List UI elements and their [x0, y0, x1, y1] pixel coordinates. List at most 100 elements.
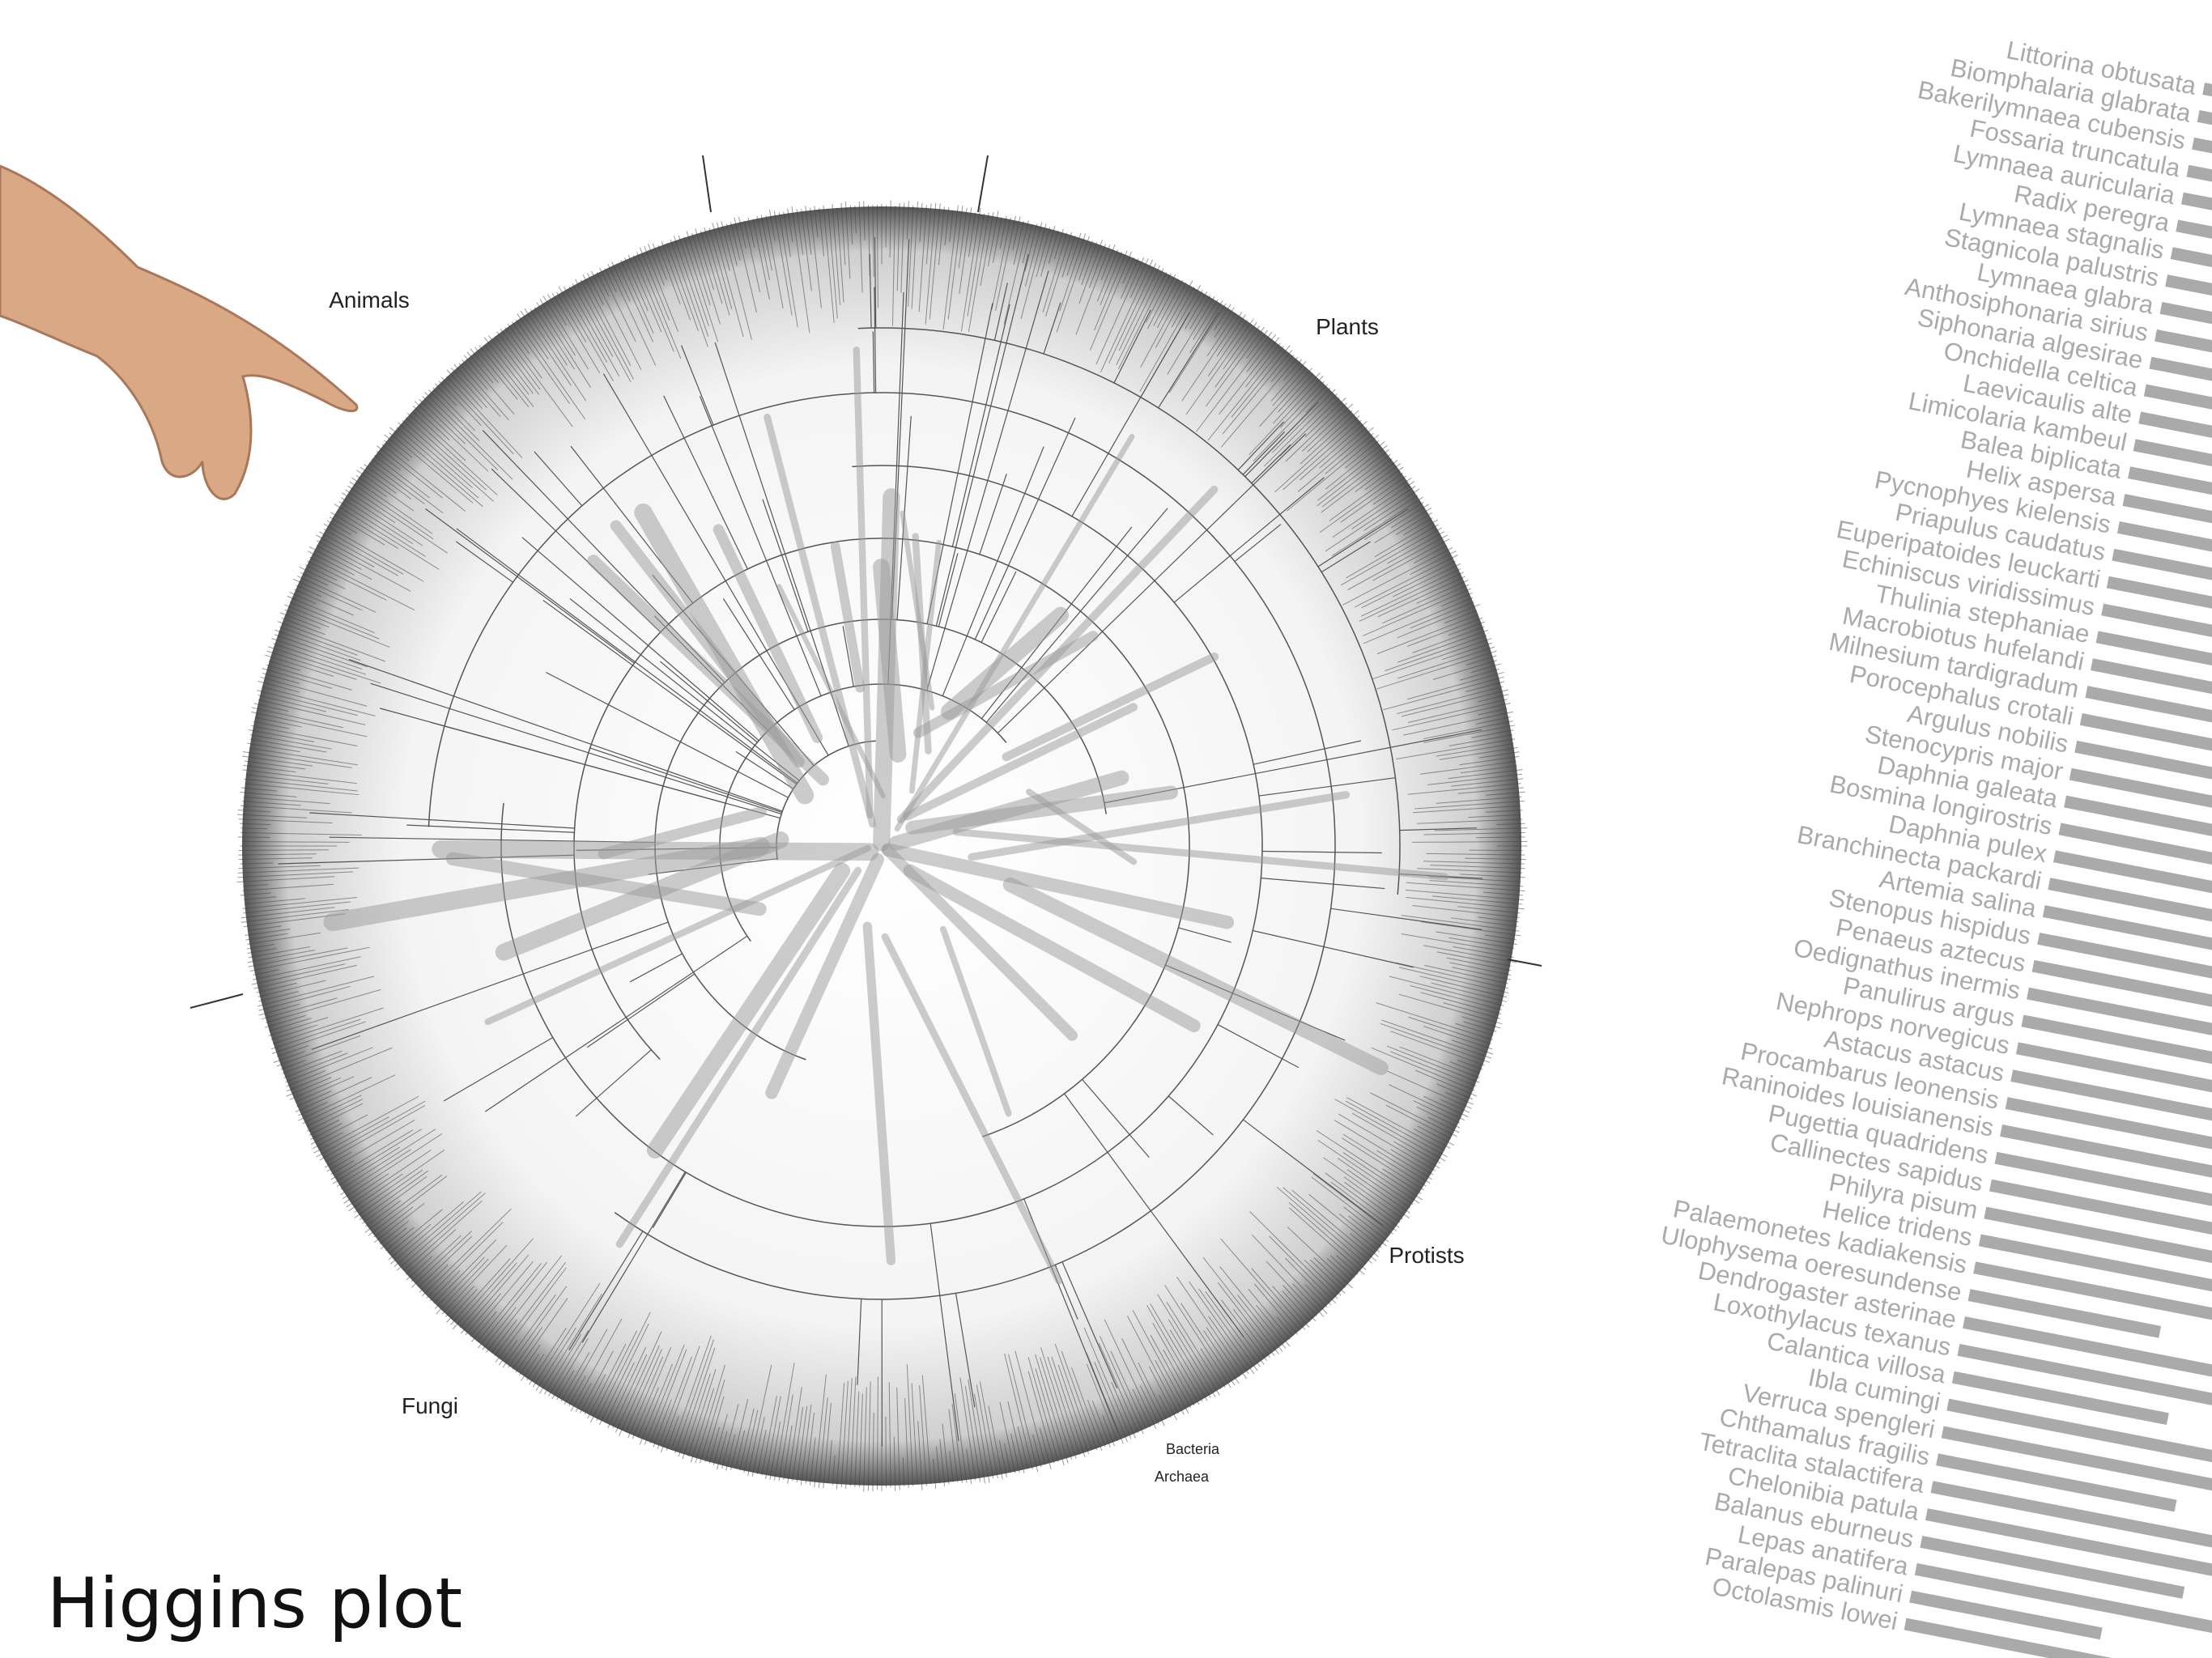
branch — [1216, 314, 1246, 357]
branch — [1032, 1435, 1042, 1468]
branch-bar — [2048, 878, 2212, 955]
branch — [271, 1021, 366, 1054]
branch — [294, 589, 354, 616]
branch — [485, 1255, 563, 1353]
branch — [1364, 501, 1424, 540]
branch — [253, 964, 357, 989]
branch — [960, 207, 981, 332]
branch — [1413, 1128, 1451, 1149]
branch — [526, 1354, 545, 1381]
silhouette — [830, 541, 866, 693]
branch — [348, 659, 783, 812]
branch — [627, 1356, 664, 1439]
branch — [298, 1074, 396, 1121]
branch — [599, 267, 636, 342]
branch — [787, 1387, 802, 1484]
branch — [1249, 1211, 1338, 1299]
branch — [809, 1437, 816, 1486]
branch-bar — [2079, 713, 2212, 781]
branch — [1012, 216, 1021, 250]
branch — [1412, 805, 1521, 814]
branch — [247, 943, 275, 950]
branch — [412, 406, 450, 441]
branch — [1035, 1368, 1065, 1465]
branch — [1466, 655, 1497, 665]
branch — [1396, 738, 1516, 760]
branch — [384, 440, 410, 461]
branch — [1355, 460, 1398, 492]
branch — [1064, 1093, 1244, 1337]
branch — [1274, 415, 1360, 493]
branch — [1203, 1330, 1240, 1384]
branch — [312, 1132, 344, 1150]
branch — [979, 1381, 998, 1479]
branch — [827, 208, 838, 319]
branch — [313, 1095, 419, 1154]
branch — [624, 257, 649, 312]
branch — [586, 273, 604, 305]
branch — [842, 626, 854, 687]
branch — [1246, 334, 1277, 372]
branch — [1414, 801, 1525, 810]
branch — [544, 1333, 582, 1395]
branch — [342, 492, 423, 546]
branch — [438, 380, 482, 426]
branch — [365, 1200, 401, 1227]
branch-bar — [1946, 1398, 2212, 1471]
branch — [1434, 827, 1528, 831]
branch — [1081, 242, 1098, 286]
branch — [1206, 312, 1236, 357]
branch — [325, 1104, 426, 1163]
branch — [539, 299, 576, 356]
branch — [801, 209, 812, 291]
branch — [376, 445, 443, 499]
branch — [1334, 1099, 1446, 1162]
branch — [1436, 796, 1522, 804]
branch — [1288, 1201, 1367, 1270]
branch — [596, 272, 610, 297]
branch — [819, 207, 825, 257]
branch — [349, 481, 434, 540]
branch — [1397, 629, 1489, 663]
branch — [1382, 584, 1470, 624]
branch — [1283, 359, 1303, 381]
branch — [519, 1344, 541, 1375]
branch — [743, 220, 761, 292]
branch — [1382, 1168, 1422, 1194]
branch — [792, 1407, 804, 1482]
branch — [872, 331, 875, 393]
branch — [266, 650, 357, 680]
branch — [1459, 755, 1520, 766]
branch — [639, 247, 670, 321]
branch — [1321, 541, 1371, 573]
slide-title: Higgins plot — [47, 1563, 462, 1644]
branch — [1448, 769, 1523, 780]
branch — [968, 212, 989, 332]
branch — [1478, 916, 1519, 923]
branch — [374, 455, 430, 499]
branch — [810, 207, 822, 308]
branch — [402, 419, 494, 502]
branch — [1047, 1356, 1080, 1456]
branch — [1361, 560, 1456, 609]
branch — [254, 716, 302, 728]
branch — [1451, 1039, 1493, 1055]
branch — [840, 202, 846, 266]
silhouette — [912, 631, 1099, 738]
branch — [1436, 951, 1512, 967]
branch — [470, 348, 500, 384]
branch — [1304, 397, 1346, 438]
silhouette — [1002, 877, 1389, 1076]
branch-bar — [1914, 1562, 2212, 1645]
branch — [800, 1404, 812, 1486]
branch — [436, 1258, 489, 1315]
branch — [1346, 524, 1439, 579]
branch — [1147, 274, 1176, 329]
branch — [1304, 1284, 1328, 1307]
branch — [374, 1202, 425, 1243]
branch — [460, 1255, 530, 1334]
branch-bar — [2138, 411, 2212, 479]
branch — [496, 331, 541, 390]
branch — [247, 925, 282, 932]
branch — [305, 564, 338, 581]
